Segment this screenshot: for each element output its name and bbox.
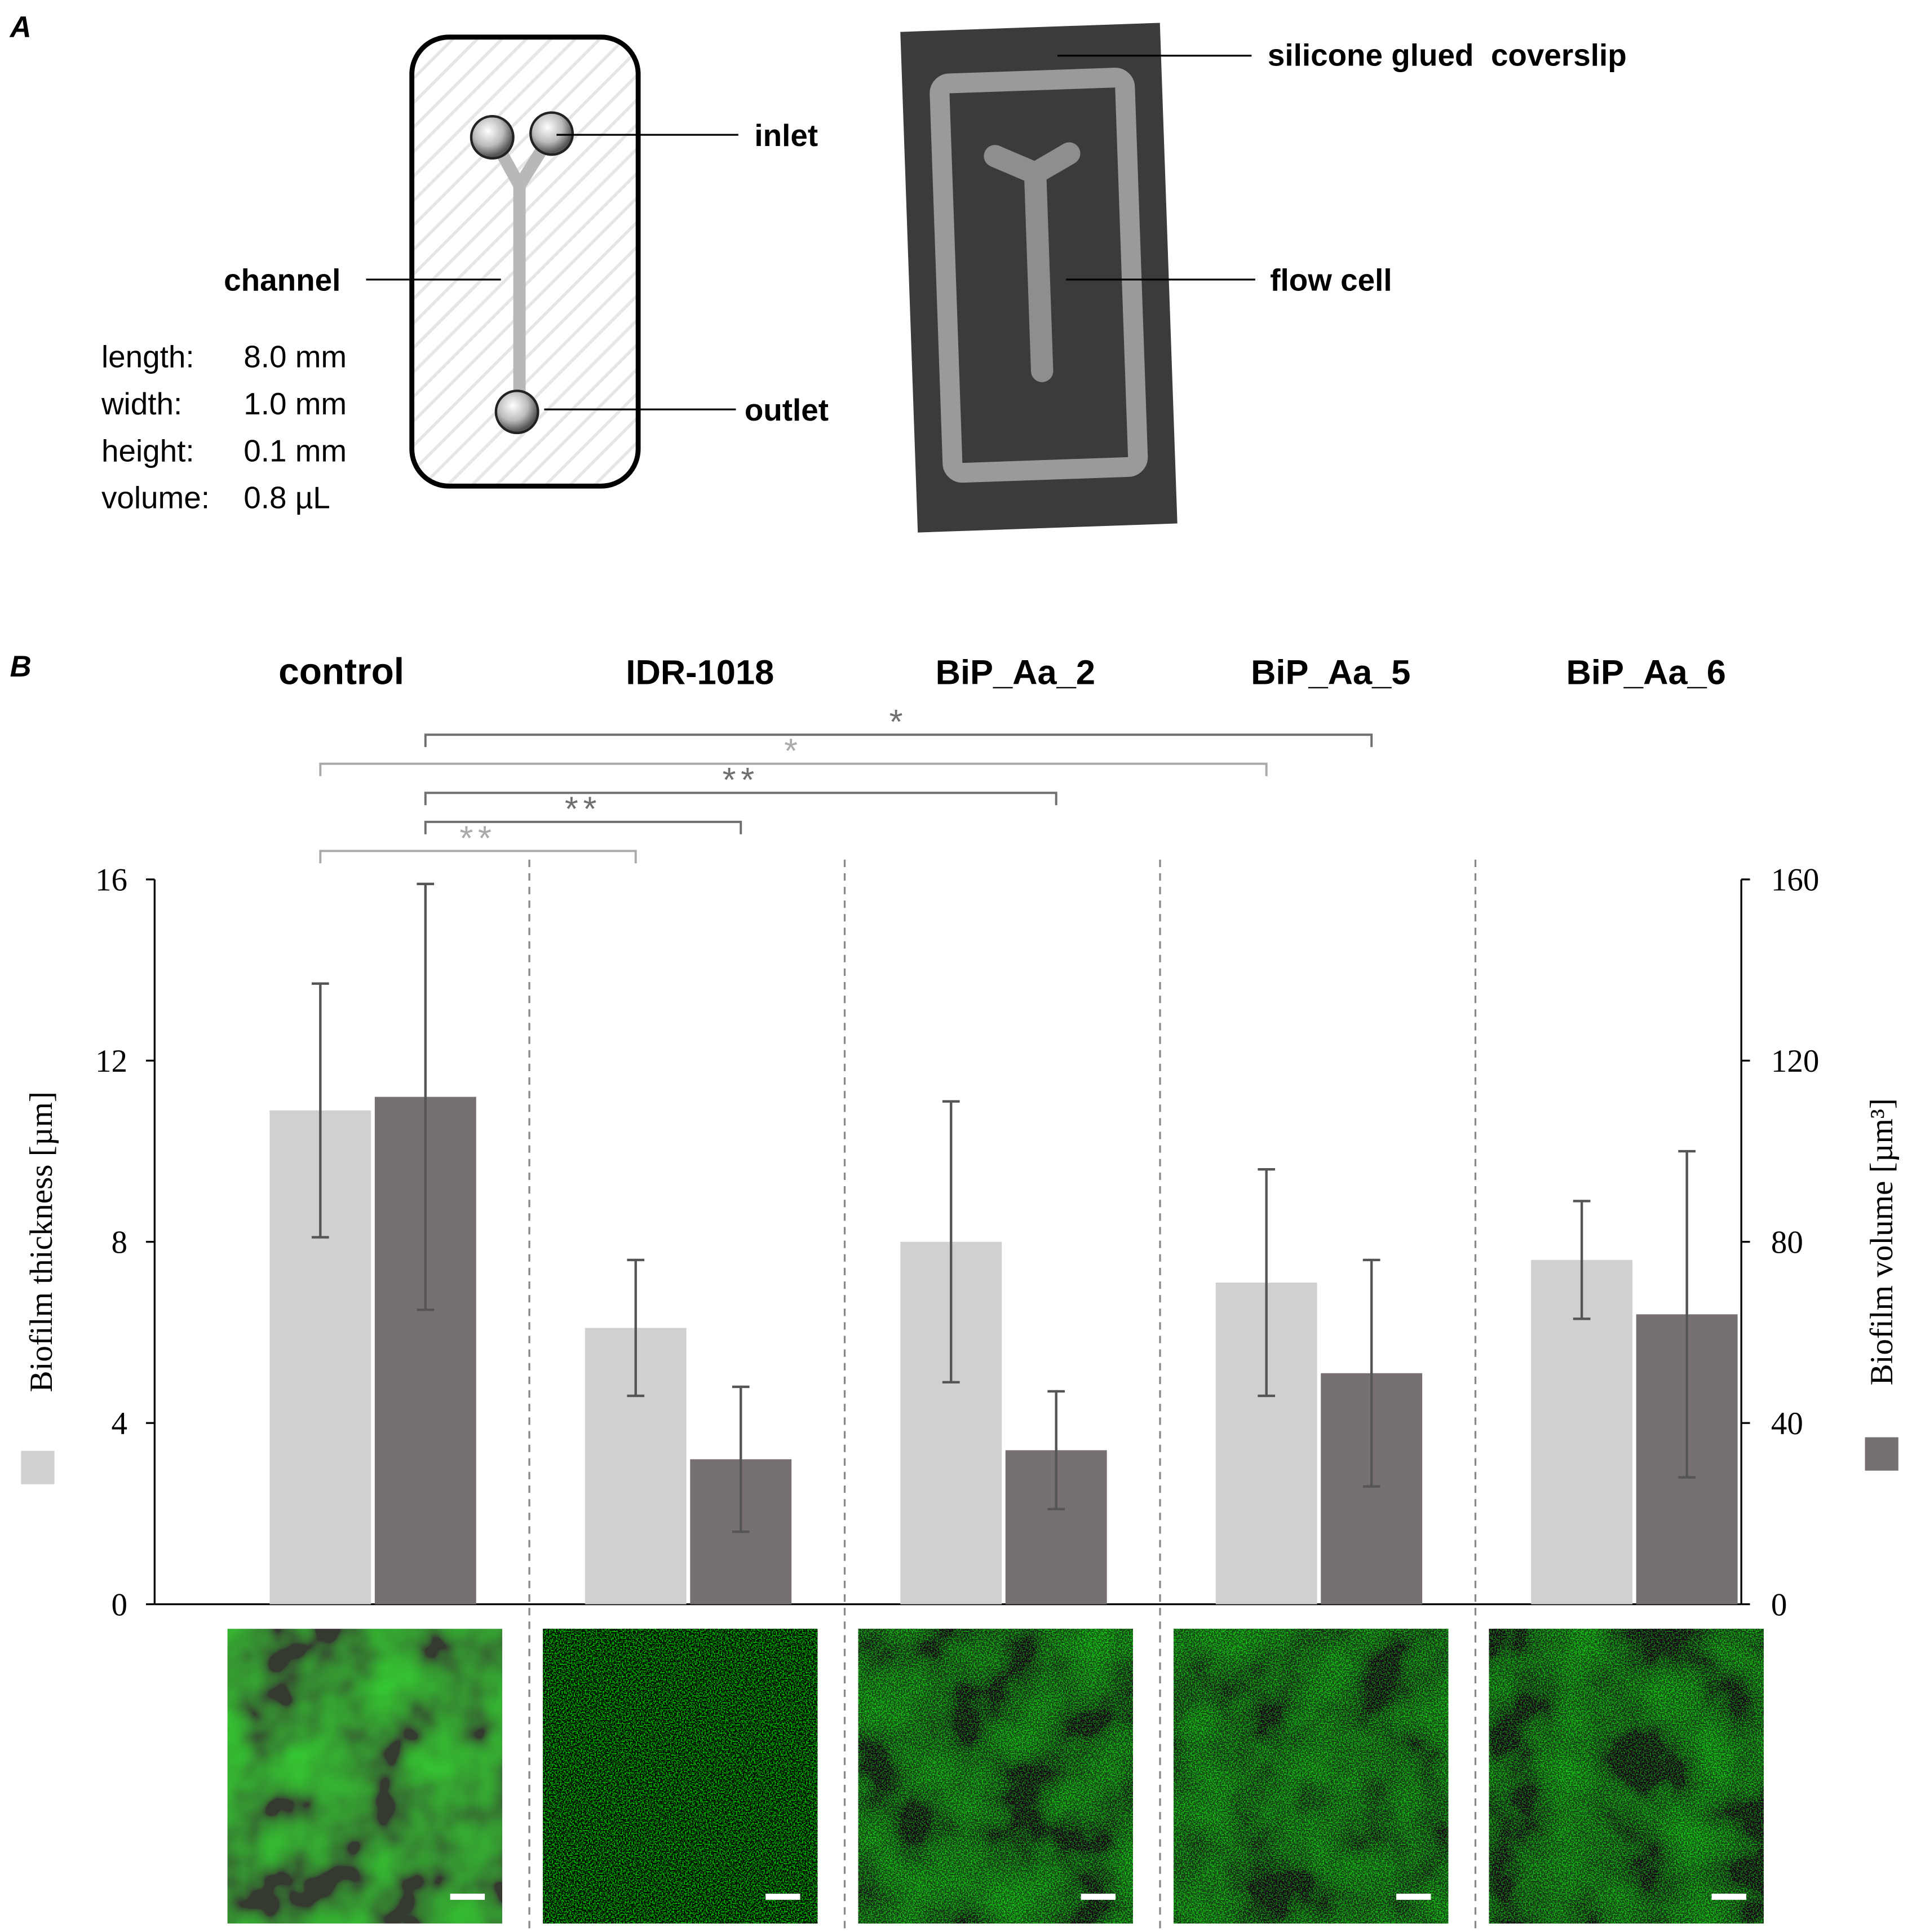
y-tick-label: 4 — [112, 1406, 128, 1442]
significance-bracket — [424, 792, 1057, 806]
error-bar — [1258, 1168, 1276, 1398]
y-tick-label: 12 — [95, 1044, 127, 1079]
category-label: BiP_Aa_6 — [1566, 653, 1726, 692]
spec-value: 8.0 mm — [244, 339, 347, 374]
channel-specs: length: 8.0 mm width: 1.0 mm height: 0.1 mm vo… — [101, 339, 347, 515]
significance-bracket — [424, 820, 742, 834]
channel-label: channel — [224, 263, 340, 298]
panel-label: A — [9, 11, 32, 44]
significance-label: ** — [459, 819, 496, 857]
spec-value: 0.8 µL — [244, 480, 330, 515]
panel-label: B — [10, 650, 32, 683]
category-label: BiP_Aa_2 — [936, 653, 1095, 692]
error-bar — [417, 882, 435, 1311]
micrograph-texture — [1174, 1629, 1449, 1924]
significance-bracket — [319, 762, 1268, 776]
error-bar — [311, 982, 329, 1239]
inlet-well — [470, 115, 515, 160]
y2-tick-label: 160 — [1771, 863, 1820, 898]
coverslip-label: silicone glued coverslip — [1268, 37, 1627, 72]
category-label: BiP_Aa_5 — [1251, 653, 1410, 692]
error-bar — [1047, 1390, 1065, 1511]
y2-axis-title: Biofilm volume [µm³] — [1864, 1098, 1900, 1385]
significance-label: * — [784, 732, 803, 771]
legend-swatch — [1865, 1437, 1898, 1471]
y-axis-title: Biofilm thickness [µm] — [24, 1091, 59, 1392]
inlet-well — [529, 111, 574, 156]
y2-tick-label: 80 — [1771, 1225, 1803, 1261]
flow-cell-label: flow cell — [1270, 263, 1392, 298]
y-tick-label: 0 — [112, 1587, 128, 1622]
spec-name: width: — [101, 386, 182, 421]
spec-name: length: — [101, 339, 194, 374]
significance-label: * — [889, 702, 908, 741]
y2-tick-label: 40 — [1771, 1406, 1803, 1442]
scale-bar — [765, 1893, 800, 1900]
spec-value: 0.1 mm — [244, 433, 347, 468]
flow-cell-channel — [984, 142, 1081, 382]
error-bar — [1573, 1200, 1591, 1320]
y-tick-label: 16 — [95, 863, 127, 898]
y2-tick-label: 120 — [1771, 1044, 1820, 1079]
error-bar — [1362, 1258, 1380, 1488]
significance-label: ** — [723, 761, 759, 799]
outlet-well — [494, 390, 539, 435]
micrograph-texture — [227, 1629, 502, 1924]
spec-name: height: — [101, 433, 194, 468]
significance-bracket — [319, 850, 637, 864]
panel-a: A inlet channel outlet length: 8.0 mm widt… — [9, 11, 1627, 533]
micrograph-texture — [543, 1629, 818, 1924]
scale-bar — [1081, 1893, 1116, 1900]
scale-bar — [450, 1893, 485, 1900]
category-label: control — [278, 650, 404, 692]
error-bar — [627, 1258, 645, 1398]
y-tick-label: 8 — [112, 1225, 128, 1261]
significance-bracket — [424, 733, 1373, 748]
spec-name: volume: — [101, 480, 210, 515]
scale-bar — [1711, 1893, 1746, 1900]
device-photo — [900, 23, 1178, 533]
outlet-label: outlet — [745, 392, 829, 427]
error-bar — [1678, 1150, 1696, 1479]
legend-swatch — [21, 1451, 55, 1484]
coverslip-frame — [930, 68, 1148, 483]
significance-label: ** — [565, 790, 601, 829]
scale-bar — [1396, 1893, 1431, 1900]
error-bar — [942, 1100, 960, 1384]
category-label: IDR-1018 — [626, 653, 774, 692]
micrograph-texture — [1489, 1629, 1764, 1924]
spec-value: 1.0 mm — [244, 386, 347, 421]
micrograph-texture — [858, 1629, 1133, 1924]
y2-tick-label: 0 — [1771, 1587, 1787, 1622]
error-bar — [732, 1385, 750, 1533]
inlet-label: inlet — [754, 118, 818, 153]
